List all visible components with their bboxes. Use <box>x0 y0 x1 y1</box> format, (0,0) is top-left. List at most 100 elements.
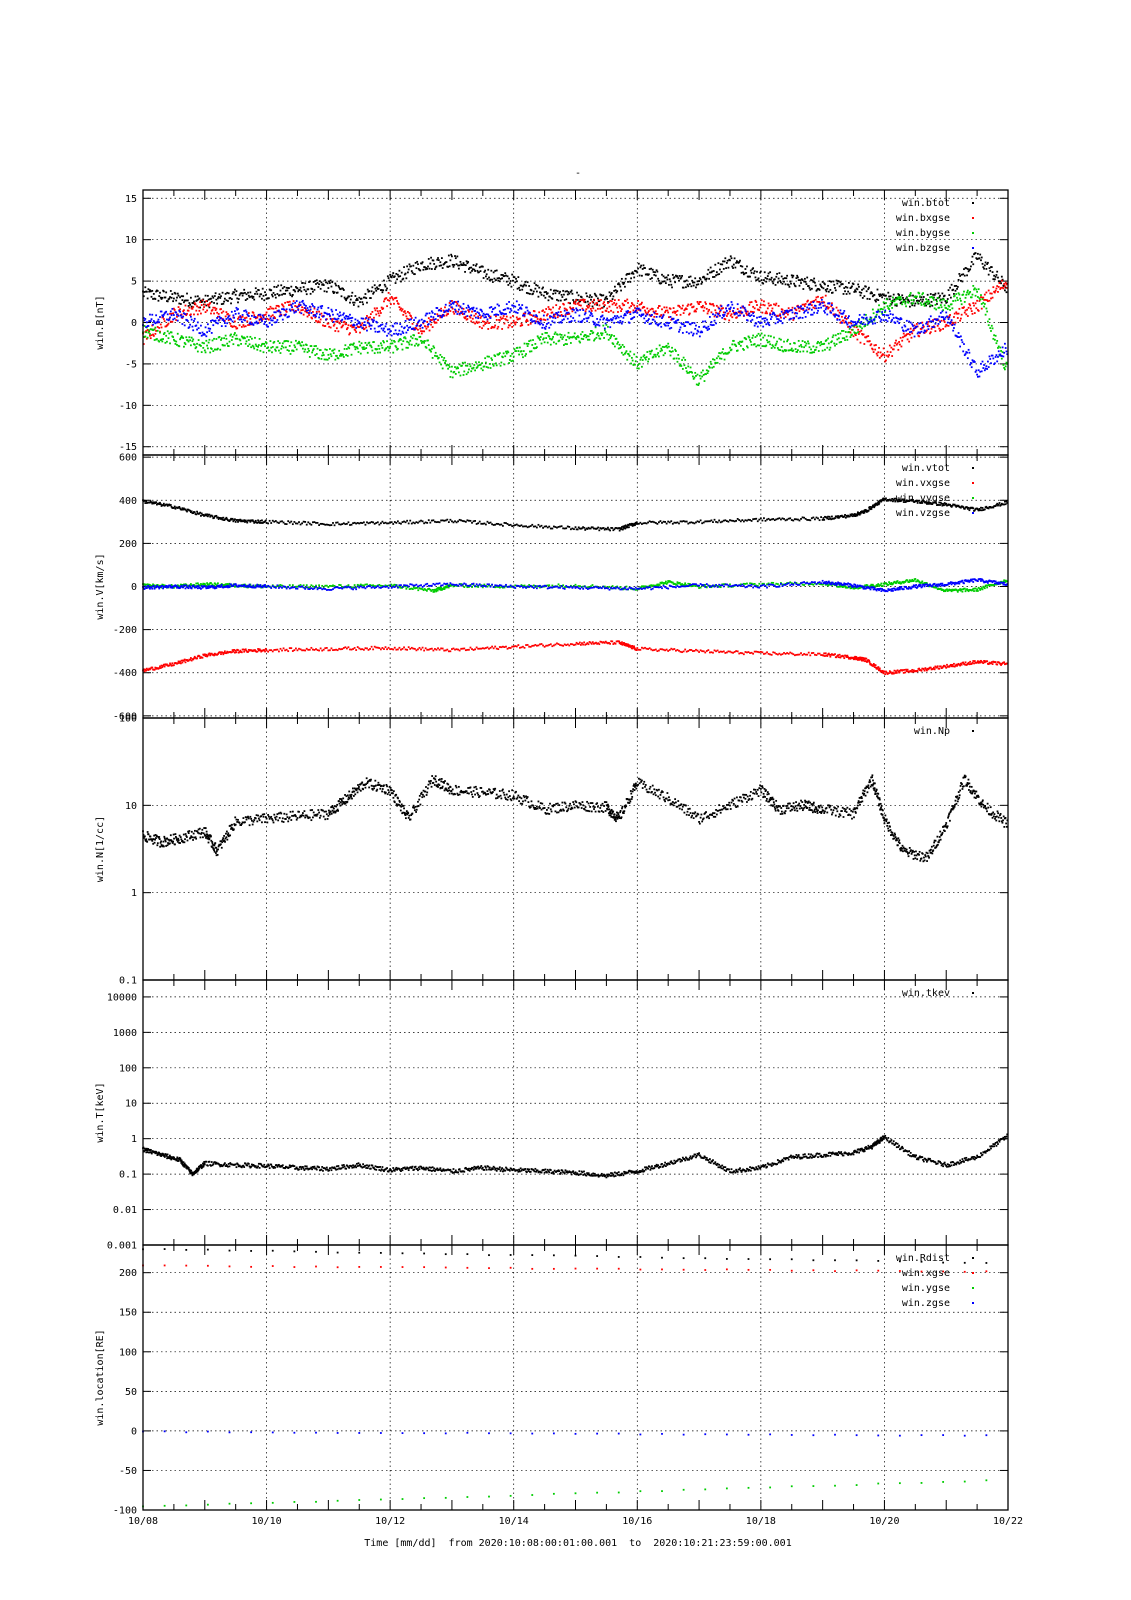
data-point <box>946 298 949 300</box>
data-point <box>1000 357 1003 360</box>
data-point <box>363 321 366 324</box>
data-point <box>733 257 736 260</box>
data-point <box>336 320 339 323</box>
data-point <box>712 276 714 278</box>
data-point <box>936 300 938 303</box>
data-point <box>663 346 666 348</box>
data-point <box>395 332 398 335</box>
data-point <box>551 311 554 314</box>
data-point <box>939 294 941 297</box>
data-point <box>725 307 728 310</box>
data-point <box>351 291 354 294</box>
data-point <box>302 313 305 316</box>
data-point <box>251 322 254 325</box>
data-point <box>406 519 409 522</box>
data-point <box>545 325 548 328</box>
data-point <box>328 357 331 360</box>
data-point <box>176 313 178 316</box>
data-point <box>751 268 754 271</box>
data-point <box>146 297 149 300</box>
data-point <box>368 341 371 344</box>
data-point <box>456 313 459 315</box>
data-point <box>427 323 430 325</box>
data-point <box>1000 279 1003 282</box>
data-point <box>795 309 798 312</box>
data-point <box>662 275 665 278</box>
data-point <box>369 297 372 299</box>
data-point <box>886 320 889 323</box>
data-point <box>715 322 717 325</box>
data-point <box>420 324 422 326</box>
data-point <box>333 291 336 294</box>
data-point <box>481 265 484 268</box>
data-point <box>186 312 188 315</box>
data-point <box>854 334 857 337</box>
data-point <box>559 290 561 293</box>
data-point <box>928 325 931 328</box>
data-point <box>844 315 847 318</box>
data-point <box>180 313 183 316</box>
data-point <box>552 306 555 309</box>
data-point <box>642 313 645 316</box>
data-point <box>404 320 407 322</box>
data-point <box>970 366 973 369</box>
data-point <box>594 309 597 312</box>
data-point <box>590 312 592 314</box>
data-point <box>176 296 178 299</box>
data-point <box>939 320 941 323</box>
data-point <box>165 334 168 337</box>
data-point <box>982 367 985 369</box>
data-point <box>590 310 593 312</box>
data-point <box>749 339 751 341</box>
data-point <box>282 292 285 295</box>
data-point <box>990 297 992 300</box>
data-point <box>461 310 464 313</box>
data-point <box>828 302 831 305</box>
data-point <box>478 325 481 328</box>
data-point <box>905 305 907 308</box>
data-point <box>461 364 463 367</box>
data-point <box>655 315 658 318</box>
data-point <box>380 289 383 291</box>
data-point <box>547 306 550 308</box>
data-point <box>609 326 612 329</box>
data-point <box>931 296 934 299</box>
data-point <box>815 296 818 299</box>
data-point <box>729 259 731 262</box>
data-point <box>807 285 810 287</box>
data-point <box>946 321 949 324</box>
data-point <box>335 327 338 330</box>
data-point <box>569 290 572 293</box>
data-point <box>413 334 415 337</box>
data-point <box>452 302 455 305</box>
data-point <box>318 313 321 316</box>
data-point <box>641 365 643 368</box>
data-point <box>145 326 147 328</box>
data-point <box>182 295 185 298</box>
data-point <box>275 286 278 288</box>
data-point <box>203 301 206 303</box>
data-point <box>464 310 467 313</box>
data-point <box>864 325 867 327</box>
data-point <box>231 292 234 295</box>
data-point <box>850 322 853 325</box>
data-point <box>270 289 273 292</box>
data-point <box>302 302 305 305</box>
data-point <box>754 299 757 302</box>
data-point <box>950 283 953 286</box>
data-point <box>769 318 772 321</box>
data-point <box>423 522 426 525</box>
data-point <box>881 313 884 316</box>
data-point <box>314 316 317 319</box>
data-point <box>421 520 424 523</box>
data-point <box>605 295 608 298</box>
data-point <box>662 354 665 357</box>
data-point <box>195 309 198 312</box>
data-point <box>447 521 450 524</box>
data-point <box>326 282 329 285</box>
data-point <box>685 286 687 289</box>
data-point <box>353 521 356 524</box>
data-point <box>934 322 937 325</box>
data-point <box>261 287 264 290</box>
data-point <box>806 300 809 303</box>
